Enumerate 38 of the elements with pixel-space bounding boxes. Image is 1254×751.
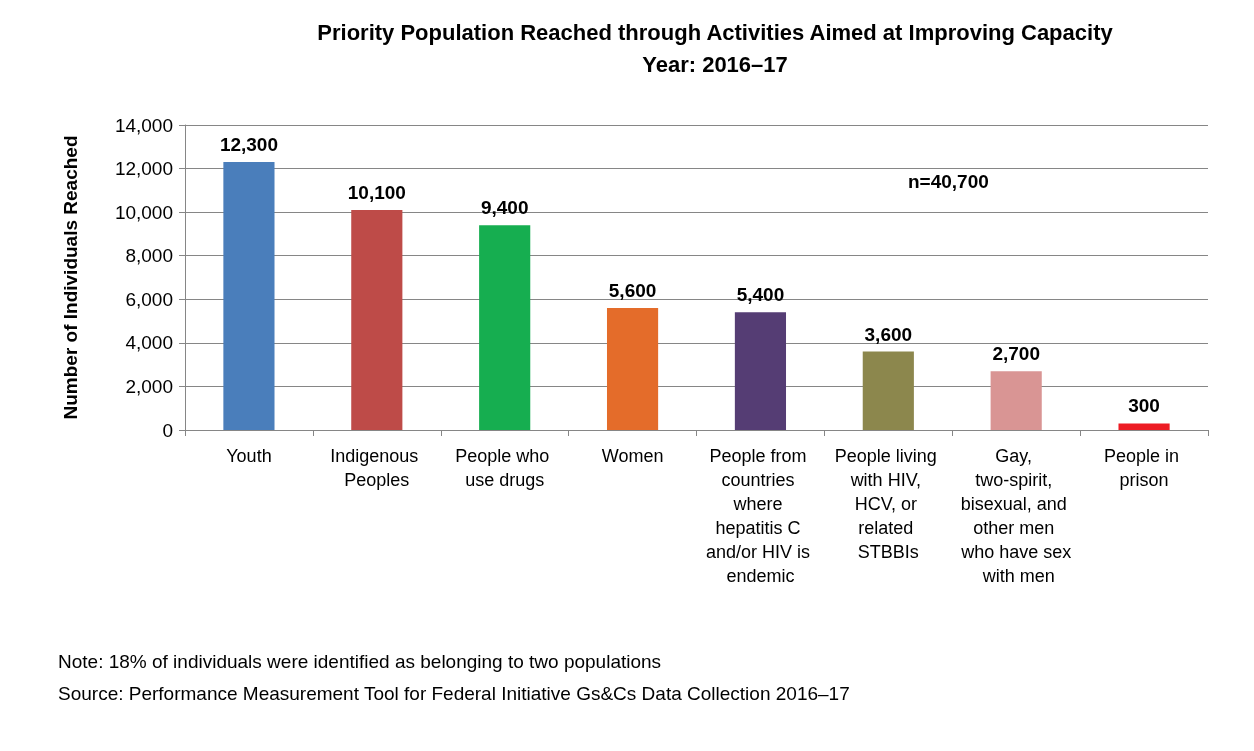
y-tick-label: 2,000 bbox=[125, 375, 173, 397]
annotation: n=40,700 bbox=[908, 171, 989, 192]
bar bbox=[1118, 423, 1170, 430]
data-label: 5,600 bbox=[608, 280, 657, 301]
bar bbox=[990, 371, 1042, 430]
x-tick-label: People in prison bbox=[1104, 446, 1185, 490]
data-label: 300 bbox=[1128, 395, 1160, 417]
x-tick-label: People who use drugs bbox=[455, 446, 555, 490]
text: Note: 18% of individuals were identified as belonging to two populations bbox=[58, 651, 662, 672]
y-tick-label: 10,000 bbox=[114, 201, 173, 223]
x-tick-label: Indigenous Peoples bbox=[330, 446, 424, 490]
source-note: Source: Performance Measurement Tool for Federal Initiative Gs&Cs Data Collection 2016–17 bbox=[58, 683, 850, 704]
x-tick-label: Women bbox=[601, 446, 664, 466]
data-label: 12,300 bbox=[219, 134, 278, 156]
x-tick-label: People from countries where hepatitis C and/or HIV is endemic bbox=[705, 446, 815, 586]
data-label: 3,600 bbox=[864, 323, 913, 345]
bar bbox=[606, 308, 659, 430]
y-axis-title: Number of Individuals Reached bbox=[60, 135, 81, 420]
bar bbox=[223, 162, 275, 430]
x-tick-label: Youth bbox=[226, 446, 272, 466]
data-label: 2,700 bbox=[992, 343, 1040, 365]
y-tick-label: 12,000 bbox=[114, 158, 173, 180]
y-tick-label: 4,000 bbox=[125, 332, 173, 354]
chart-subtitle: Year: 2016–17 bbox=[642, 51, 788, 77]
y-tick-label: 0 bbox=[162, 419, 173, 441]
x-tick-label: People living with HIV, HCV, or related STBBIs bbox=[834, 446, 942, 562]
bar bbox=[734, 312, 787, 430]
data-label: 5,400 bbox=[736, 284, 785, 306]
y-tick-label: 14,000 bbox=[114, 114, 173, 136]
data-label: 10,100 bbox=[347, 181, 406, 203]
chart-title: Priority Population Reached through Activities Aimed at Improving Capacity bbox=[317, 19, 1114, 45]
bar bbox=[479, 225, 531, 430]
x-tick-label: Gay, two-spirit, bisexual, and other men who have sex with men bbox=[960, 446, 1072, 586]
bar bbox=[351, 209, 403, 430]
bar bbox=[862, 351, 914, 430]
y-tick-label: 6,000 bbox=[125, 288, 173, 310]
data-label: 9,400 bbox=[480, 197, 529, 219]
y-tick-label: 8,000 bbox=[125, 245, 173, 267]
